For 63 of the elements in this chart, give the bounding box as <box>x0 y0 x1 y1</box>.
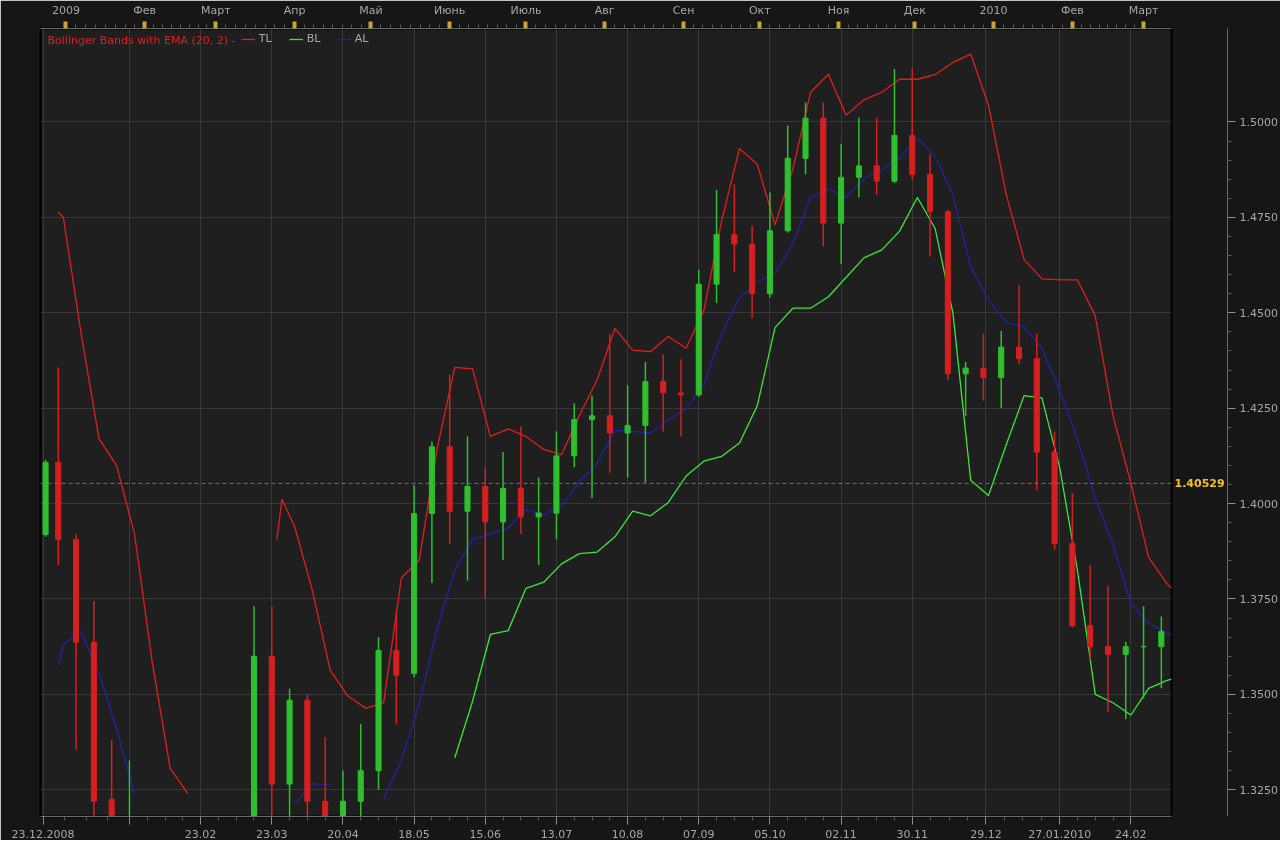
x2-tick-label: Апр <box>283 3 306 17</box>
x-tick-label: 18.05 <box>398 827 430 841</box>
y-tick-label: 1.3500 <box>1239 688 1278 702</box>
candlestick <box>624 384 631 479</box>
candlestick <box>108 739 115 817</box>
x-tick-label: 24.02 <box>1115 827 1147 841</box>
x-tick-label: 29.12 <box>970 827 1002 841</box>
legend-label: AL <box>354 32 370 45</box>
candlestick <box>873 117 880 196</box>
candlestick <box>535 476 542 566</box>
x-tick-label: 15.06 <box>469 827 502 841</box>
ref-line-label: 1.40529 <box>1174 477 1225 491</box>
y-tick-label: 1.5000 <box>1239 115 1278 129</box>
y-tick-label: 1.3750 <box>1239 592 1278 606</box>
x2-tick-label: Июнь <box>434 3 466 17</box>
x-tick-label: 23.02 <box>184 827 217 841</box>
candlestick <box>855 117 862 199</box>
candlestick <box>339 769 346 817</box>
x-tick-label: 05.10 <box>754 827 786 841</box>
y-tick-label: 1.3250 <box>1239 783 1278 797</box>
x-tick-label: 27.01.2010 <box>1028 827 1092 841</box>
line-series <box>454 196 1172 759</box>
x2-tick-label: Июль <box>510 3 542 17</box>
x2-tick-label: Авг <box>594 3 615 17</box>
candlestick <box>731 183 738 273</box>
x2-tick-label: Май <box>359 3 383 17</box>
candlestick <box>1015 284 1023 366</box>
x-tick-label: 10.08 <box>611 827 644 841</box>
x2-tick-label: Сен <box>672 3 695 17</box>
candlestick <box>660 353 667 433</box>
y-tick-label: 1.4750 <box>1239 211 1278 225</box>
y-tick-label: 1.4000 <box>1239 497 1278 511</box>
x2-tick-label: Окт <box>748 3 772 17</box>
x-tick-label: 02.11 <box>825 827 857 841</box>
x2-tick-label: 2010 <box>979 3 1008 17</box>
x2-tick-label: Фев <box>1061 3 1084 17</box>
legend-label: TL <box>258 32 273 45</box>
x2-tick-label: 2009 <box>51 3 80 17</box>
legend-label: BL <box>306 32 322 45</box>
x2-tick-label: Март <box>201 3 232 17</box>
x-tick-label: 07.09 <box>683 827 715 841</box>
candlestick <box>1122 641 1129 720</box>
candlestick <box>962 361 969 417</box>
candlestick <box>1104 584 1111 713</box>
candlestick <box>980 333 987 402</box>
legend-title: Bollinger Bands with EMA (20, 2) - <box>47 33 236 47</box>
candlestick <box>322 736 329 817</box>
candlestick <box>1158 615 1165 690</box>
x-tick-label: 23.12.2008 <box>11 827 75 841</box>
x2-tick-label: Дек <box>903 3 927 17</box>
x2-tick-label: Фев <box>133 3 157 17</box>
x-tick-label: 13.07 <box>540 827 573 841</box>
x2-tick-label: Март <box>1128 3 1159 17</box>
candlestick <box>677 358 685 438</box>
candlestick <box>606 333 613 474</box>
x-tick-label: 23.03 <box>256 827 288 841</box>
x-tick-label: 20.04 <box>327 827 359 841</box>
candlestick <box>1087 564 1094 661</box>
candlestick <box>588 394 596 499</box>
y-tick-label: 1.4500 <box>1239 306 1278 320</box>
y-tick-label: 1.4250 <box>1239 402 1278 416</box>
x2-tick-label: Ноя <box>827 3 850 17</box>
x-tick-label: 30.11 <box>896 827 929 841</box>
